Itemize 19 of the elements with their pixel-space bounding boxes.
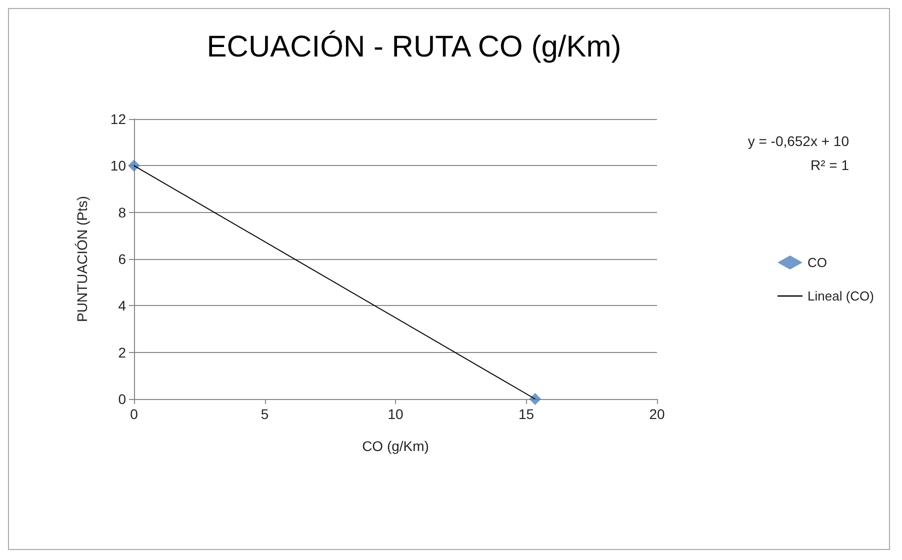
x-tick-label: 0 [130,406,138,422]
y-axis-title: PUNTUACIÓN (Pts) [74,196,90,322]
y-tick-label: 12 [110,111,126,127]
legend-label: Lineal (CO) [808,288,874,304]
x-tick-label: 20 [649,406,665,422]
chart-title: ECUACIÓN - RUTA CO (g/Km) [206,30,622,64]
y-tick-label: 0 [118,391,126,407]
y-tick-label: 4 [118,298,126,314]
legend-label: CO [808,255,828,270]
x-axis-title: CO (g/Km) [362,438,429,454]
x-tick-label: 5 [260,406,269,422]
y-tick-label: 8 [118,204,126,220]
x-tick-label: 15 [518,406,534,422]
x-tick-label: 10 [388,406,404,422]
y-tick-label: 10 [110,158,126,174]
y-tick-label: 6 [118,251,126,267]
y-tick-label: 2 [118,344,126,360]
text: R² = 1 [810,157,850,173]
text: y = -0,652x + 10 [748,133,850,149]
